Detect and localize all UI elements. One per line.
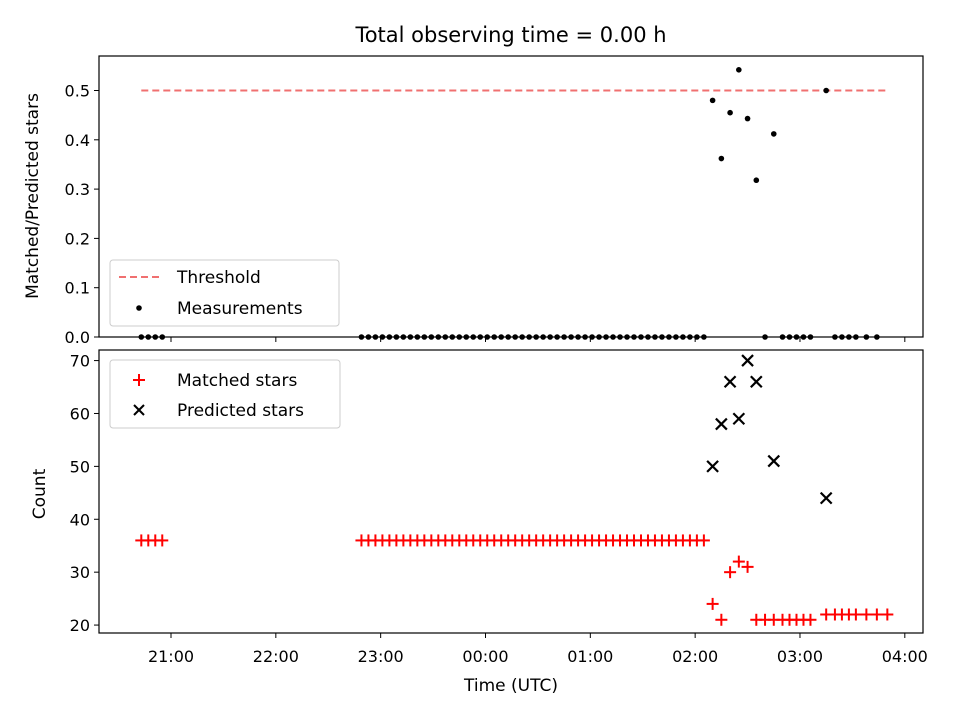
predicted-star-x-b [706, 460, 719, 473]
ratio-y-tick-label: 0.4 [65, 131, 90, 150]
matched-stars-legend-label: Matched stars [177, 371, 297, 391]
ratio-y-axis-label: Matched/Predicted stars [23, 93, 43, 299]
matched-star-point [804, 613, 817, 626]
ratio-x-ticks [170, 337, 906, 342]
ratio-panel: 0.0 0.1 0.2 0.3 0.4 0.5 Matched/Predicted sta… [23, 55, 924, 347]
measurement-point [709, 97, 716, 104]
measurement-point [718, 155, 725, 162]
matched-star-point [156, 534, 169, 547]
measurement-point [823, 87, 829, 94]
predicted-star-point [706, 460, 719, 473]
x-tick-label: 00:00 [462, 647, 508, 666]
matched-star-point [732, 555, 745, 568]
matched-star-point [870, 608, 883, 621]
x-tick-label: 21:00 [148, 647, 194, 666]
measurement-point [753, 177, 760, 184]
count-y-tick-label: 50 [70, 457, 90, 476]
predicted-star-x-b [819, 491, 833, 505]
ratio-y-tick-label: 0.1 [65, 279, 90, 298]
x-tick-label: 04:00 [882, 647, 928, 666]
ratio-y-tick-label: 0.0 [65, 328, 90, 347]
predicted-star-x-b [767, 454, 781, 468]
count-y-tick-label: 40 [70, 510, 90, 529]
count-y-ticks: 20 30 40 50 60 70 [70, 352, 99, 635]
x-axis-label: Time (UTC) [463, 676, 558, 696]
matched-star-point [741, 560, 754, 573]
matched-star-point [697, 534, 710, 547]
predicted-star-point [750, 375, 763, 389]
count-panel-frame [98, 349, 924, 634]
x-tick-label: 02:00 [672, 647, 718, 666]
ratio-y-ticks: 0.0 0.1 0.2 0.3 0.4 0.5 [65, 82, 99, 347]
predicted-star-point [741, 354, 754, 367]
threshold-legend-label: Threshold [176, 268, 261, 288]
predicted-star-x-b [715, 417, 728, 431]
count-y-tick-label: 20 [70, 616, 90, 635]
measurements-legend-swatch [136, 305, 142, 311]
predicted-star-x-b [741, 354, 754, 367]
ratio-legend: Threshold Measurements [109, 259, 340, 327]
predicted-star-point [819, 491, 833, 505]
chart-title: Total observing time = 0.00 h [354, 23, 666, 47]
predicted-star-x-b [723, 375, 737, 389]
count-legend-box [109, 359, 341, 429]
x-tick-label: 23:00 [358, 647, 404, 666]
x-tick-label: 22:00 [253, 647, 299, 666]
predicted-stars-legend-label: Predicted stars [177, 401, 304, 421]
predicted-stars-legend-swatch [133, 404, 145, 416]
count-x-ticks: 21:00 22:00 23:00 00:00 01:00 02:00 03:00 04:00 [148, 633, 928, 666]
ratio-y-tick-label: 0.5 [65, 82, 90, 101]
count-y-tick-label: 60 [70, 404, 90, 423]
x-tick-label: 01:00 [567, 647, 613, 666]
predicted-star-point [767, 454, 781, 468]
measurements-legend-label: Measurements [177, 299, 303, 319]
x-tick-label: 03:00 [777, 647, 823, 666]
matched-star-point [881, 608, 894, 621]
matched-star-point [860, 608, 873, 621]
ratio-panel-frame [98, 55, 924, 338]
ratio-legend-box [109, 259, 340, 327]
ratio-y-tick-label: 0.2 [65, 229, 90, 248]
matched-star-point [706, 597, 719, 610]
measurement-point [727, 109, 733, 116]
measurement-point [744, 115, 751, 122]
predicted-star-x-b [732, 412, 746, 426]
predicted-star-point [723, 375, 737, 389]
matched-star-point [724, 566, 737, 579]
matched-star-point [849, 608, 862, 621]
predicted-star-point [715, 417, 728, 431]
measurement-point [770, 131, 777, 137]
count-y-tick-label: 30 [70, 563, 90, 582]
count-legend: Matched stars Predicted stars [109, 359, 341, 429]
predicted-star-point [732, 412, 746, 426]
ratio-y-tick-label: 0.3 [65, 180, 90, 199]
count-y-tick-label: 70 [70, 352, 90, 371]
count-marks [135, 354, 894, 626]
count-panel: 20 30 40 50 60 70 21:00 22:00 23:00 00:00 01:00 02… [30, 349, 928, 696]
count-y-axis-label: Count [30, 468, 50, 519]
matched-star-point [715, 613, 728, 626]
matched-stars-legend-swatch [133, 374, 145, 386]
measurement-point [736, 67, 742, 73]
predicted-star-x-b [750, 375, 763, 389]
